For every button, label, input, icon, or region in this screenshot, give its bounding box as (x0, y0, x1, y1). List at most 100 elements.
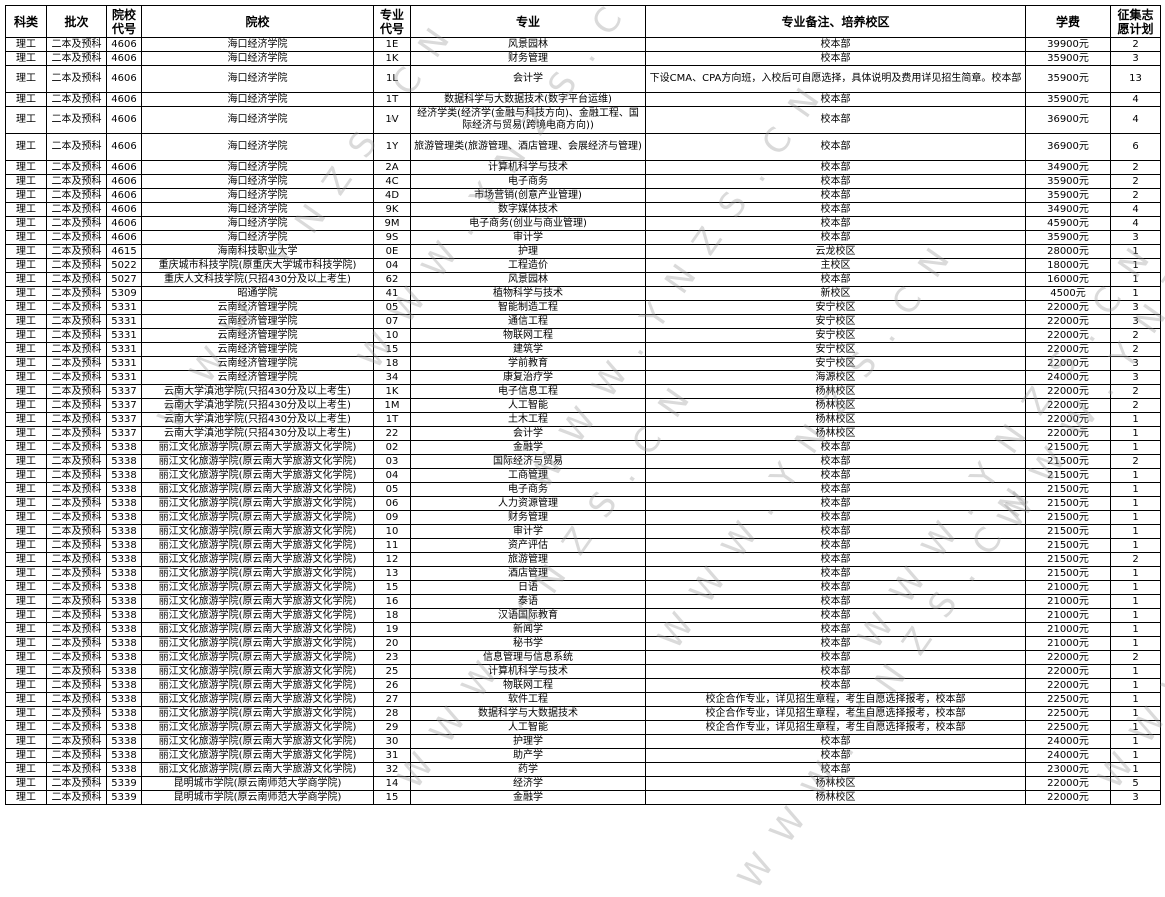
category-cell: 理工 (5, 524, 47, 539)
batch-cell: 二本及预科 (46, 272, 107, 287)
batch-cell: 二本及预科 (46, 342, 107, 357)
category-cell: 理工 (5, 188, 47, 203)
tuition-cell: 21500元 (1025, 538, 1111, 553)
table-row: 理工 二本及预科 5331 云南经济管理学院 34 康复治疗学 海源校区 24000元 3 (5, 370, 1161, 385)
notes-cell: 校本部 (645, 510, 1026, 525)
tuition-cell: 36900元 (1025, 106, 1111, 134)
school-cell: 云南经济管理学院 (141, 328, 374, 343)
notes-cell: 安宁校区 (645, 328, 1026, 343)
notes-cell: 校本部 (645, 608, 1026, 623)
table-row: 理工 二本及预科 5309 昭通学院 41 植物科学与技术 新校区 4500元 1 (5, 286, 1161, 301)
school-code-cell: 4606 (106, 230, 142, 245)
batch-cell: 二本及预科 (46, 216, 107, 231)
category-cell: 理工 (5, 426, 47, 441)
table-row: 理工 二本及预科 5338 丽江文化旅游学院(原云南大学旅游文化学院) 23 信息管理与信… (5, 650, 1161, 665)
header-batch: 批次 (46, 5, 107, 38)
header-school-code: 院校代号 (106, 5, 142, 38)
table-row: 理工 二本及预科 5331 云南经济管理学院 10 物联网工程 安宁校区 22000元 2 (5, 328, 1161, 343)
major-cell: 物联网工程 (410, 678, 646, 693)
major-code-cell: 29 (373, 720, 411, 735)
tuition-cell: 21000元 (1025, 580, 1111, 595)
category-cell: 理工 (5, 776, 47, 791)
notes-cell: 校本部 (645, 160, 1026, 175)
table-row: 理工 二本及预科 5337 云南大学滇池学院(只招430分及以上考生) 1T 土木工程 杨林… (5, 412, 1161, 427)
major-cell: 工商管理 (410, 468, 646, 483)
major-code-cell: 0E (373, 244, 411, 259)
category-cell: 理工 (5, 370, 47, 385)
major-cell: 电子商务 (410, 482, 646, 497)
school-cell: 海口经济学院 (141, 51, 374, 66)
tuition-cell: 35900元 (1025, 51, 1111, 66)
header-tuition: 学费 (1025, 5, 1111, 38)
table-row: 理工 二本及预科 5338 丽江文化旅游学院(原云南大学旅游文化学院) 31 助产学 校本部… (5, 748, 1161, 763)
category-cell: 理工 (5, 398, 47, 413)
major-cell: 财务管理 (410, 51, 646, 66)
category-cell: 理工 (5, 678, 47, 693)
tuition-cell: 22000元 (1025, 356, 1111, 371)
category-cell: 理工 (5, 664, 47, 679)
major-code-cell: 23 (373, 650, 411, 665)
batch-cell: 二本及预科 (46, 356, 107, 371)
major-cell: 新闻学 (410, 622, 646, 637)
school-code-cell: 5331 (106, 356, 142, 371)
notes-cell: 校本部 (645, 524, 1026, 539)
tuition-cell: 21500元 (1025, 496, 1111, 511)
school-code-cell: 5338 (106, 734, 142, 749)
notes-cell: 校本部 (645, 174, 1026, 189)
table-row: 理工 二本及预科 5331 云南经济管理学院 18 学前教育 安宁校区 22000元 3 (5, 356, 1161, 371)
school-code-cell: 5338 (106, 664, 142, 679)
school-cell: 丽江文化旅游学院(原云南大学旅游文化学院) (141, 496, 374, 511)
table-row: 理工 二本及预科 5339 昆明城市学院(原云南师范大学商学院) 15 金融学 杨林校区 22… (5, 790, 1161, 805)
major-code-cell: 9S (373, 230, 411, 245)
tuition-cell: 21500元 (1025, 552, 1111, 567)
major-code-cell: 20 (373, 636, 411, 651)
category-cell: 理工 (5, 790, 47, 805)
batch-cell: 二本及预科 (46, 454, 107, 469)
school-cell: 海口经济学院 (141, 188, 374, 203)
tuition-cell: 22000元 (1025, 300, 1111, 315)
major-code-cell: 1Y (373, 133, 411, 161)
school-code-cell: 5027 (106, 272, 142, 287)
school-code-cell: 5338 (106, 468, 142, 483)
school-cell: 丽江文化旅游学院(原云南大学旅游文化学院) (141, 552, 374, 567)
major-code-cell: 15 (373, 342, 411, 357)
tuition-cell: 21000元 (1025, 608, 1111, 623)
category-cell: 理工 (5, 230, 47, 245)
tuition-cell: 36900元 (1025, 133, 1111, 161)
category-cell: 理工 (5, 202, 47, 217)
category-cell: 理工 (5, 650, 47, 665)
table-row: 理工 二本及预科 5339 昆明城市学院(原云南师范大学商学院) 14 经济学 杨林校区 22… (5, 776, 1161, 791)
notes-cell: 海源校区 (645, 370, 1026, 385)
notes-cell: 校本部 (645, 272, 1026, 287)
batch-cell: 二本及预科 (46, 790, 107, 805)
table-row: 理工 二本及预科 5338 丽江文化旅游学院(原云南大学旅游文化学院) 13 酒店管理 校本… (5, 566, 1161, 581)
tuition-cell: 4500元 (1025, 286, 1111, 301)
tuition-cell: 28000元 (1025, 244, 1111, 259)
plan-count-cell: 1 (1110, 272, 1161, 287)
school-code-cell: 5338 (106, 692, 142, 707)
category-cell: 理工 (5, 482, 47, 497)
school-cell: 云南大学滇池学院(只招430分及以上考生) (141, 384, 374, 399)
school-cell: 丽江文化旅游学院(原云南大学旅游文化学院) (141, 636, 374, 651)
batch-cell: 二本及预科 (46, 370, 107, 385)
plan-count-cell: 1 (1110, 524, 1161, 539)
tuition-cell: 22500元 (1025, 692, 1111, 707)
batch-cell: 二本及预科 (46, 580, 107, 595)
major-cell: 护理 (410, 244, 646, 259)
school-code-cell: 4606 (106, 51, 142, 66)
school-code-cell: 4606 (106, 106, 142, 134)
table-row: 理工 二本及预科 5338 丽江文化旅游学院(原云南大学旅游文化学院) 32 药学 校本部 2… (5, 762, 1161, 777)
school-code-cell: 5338 (106, 510, 142, 525)
major-cell: 经济学类(经济学(金融与科技方向)、金融工程、国际经济与贸易(跨境电商方向)) (410, 106, 646, 134)
category-cell: 理工 (5, 258, 47, 273)
batch-cell: 二本及预科 (46, 51, 107, 66)
table-row: 理工 二本及预科 4606 海口经济学院 9K 数字媒体技术 校本部 34900元 4 (5, 202, 1161, 217)
plan-count-cell: 1 (1110, 678, 1161, 693)
batch-cell: 二本及预科 (46, 37, 107, 52)
category-cell: 理工 (5, 538, 47, 553)
major-cell: 植物科学与技术 (410, 286, 646, 301)
notes-cell: 校企合作专业，详见招生章程，考生自愿选择报考，校本部 (645, 706, 1026, 721)
category-cell: 理工 (5, 412, 47, 427)
category-cell: 理工 (5, 552, 47, 567)
school-cell: 丽江文化旅游学院(原云南大学旅游文化学院) (141, 468, 374, 483)
